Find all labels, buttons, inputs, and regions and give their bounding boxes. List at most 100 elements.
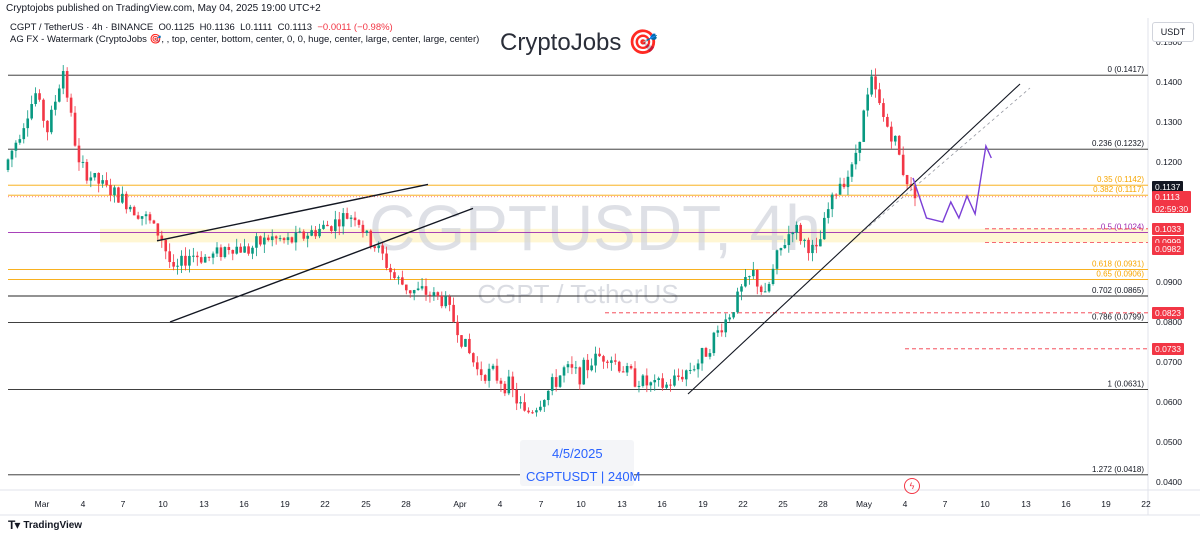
candle-body: [696, 363, 700, 370]
x-tick-label: 22: [738, 499, 748, 509]
candle-body: [456, 321, 459, 336]
candle-body: [223, 247, 227, 258]
candle-body: [412, 290, 416, 294]
candle-body: [73, 112, 77, 146]
fib-level-label: 0.618 (0.0931): [1092, 260, 1144, 269]
candle-body: [128, 206, 132, 210]
candle-body: [740, 286, 743, 292]
x-tick-label: 7: [943, 499, 948, 509]
candle-body: [886, 116, 889, 127]
candle-body: [472, 353, 475, 363]
candle-body: [341, 213, 345, 227]
ohlc-close: C0.1113: [277, 22, 313, 33]
candle-body: [365, 230, 369, 233]
wedge-lower-line: [169, 207, 474, 323]
candle-body: [475, 362, 479, 370]
current-price-tag: 0.1113 02:59:30: [1152, 190, 1192, 214]
candle-body: [274, 236, 278, 239]
candle-body: [598, 353, 601, 357]
symbol-legend: CGPT / TetherUS · 4h · BINANCE O0.1125 H…: [10, 22, 393, 33]
x-tick-label: 16: [657, 499, 667, 509]
x-tick-label: 4: [903, 499, 908, 509]
ohlc-change: −0.0011 (−0.98%): [317, 22, 393, 33]
candle-body: [779, 248, 783, 251]
candle-body: [661, 378, 664, 388]
candle-body: [594, 353, 597, 366]
x-tick-label: 19: [698, 499, 708, 509]
y-tick-label: 0.1500: [1156, 37, 1182, 47]
fib-level-label: 0.5 (0.1024): [1101, 222, 1144, 231]
candle-body: [452, 304, 455, 322]
indicator-legend[interactable]: AG FX - Watermark (CryptoJobs 🎯, , top, …: [10, 34, 480, 45]
candle-body: [160, 235, 164, 240]
fib-level-label: 0.382 (0.1117): [1093, 185, 1144, 194]
projection-path: [912, 143, 992, 223]
candle-body: [724, 319, 728, 333]
candle-body: [290, 237, 294, 243]
candle-body: [334, 219, 337, 231]
candle-body: [491, 365, 495, 369]
candle-body: [874, 76, 877, 90]
candle-body: [897, 135, 901, 155]
watermark-symbol: CGPTUSDT | 240M: [526, 469, 641, 484]
candle-body: [578, 367, 582, 385]
candle-body: [562, 367, 566, 376]
candle-body: [539, 406, 542, 411]
candle-body: [337, 219, 341, 227]
y-tick-label: 0.0400: [1156, 477, 1182, 487]
watermark-big: CGPTUSDT, 4h: [369, 192, 821, 264]
candle-body: [286, 237, 290, 241]
candle-body: [81, 161, 85, 163]
candle-body: [728, 317, 731, 320]
candle-body: [681, 376, 684, 380]
currency-badge[interactable]: USDT: [1152, 22, 1194, 42]
candle-body: [771, 268, 775, 285]
candle-body: [353, 217, 357, 221]
candle-body: [420, 286, 424, 289]
countdown-label: 02:59:30: [1155, 203, 1189, 214]
lightning-icon[interactable]: ϟ: [904, 478, 920, 494]
candle-body: [870, 76, 873, 95]
candle-body: [799, 224, 802, 241]
candle-body: [42, 99, 45, 121]
y-tick-label: 0.0600: [1156, 397, 1182, 407]
candle-body: [586, 359, 589, 371]
fib-level-label: 1.272 (0.0418): [1092, 465, 1144, 474]
candle-body: [61, 71, 65, 89]
candle-body: [397, 277, 400, 279]
candle-body: [195, 255, 199, 258]
candle-body: [97, 173, 100, 184]
candle-body: [866, 94, 869, 111]
tradingview-logo[interactable]: T▾ TradingView: [8, 518, 82, 532]
y-tick-label: 0.0800: [1156, 317, 1182, 327]
candle-body: [787, 234, 791, 246]
candle-body: [38, 93, 41, 100]
candle-body: [846, 176, 850, 188]
x-tick-label: 4: [81, 499, 86, 509]
candle-body: [830, 194, 834, 210]
candle-body: [854, 152, 858, 165]
candle-body: [34, 93, 37, 105]
candle-body: [574, 367, 578, 369]
candle-body: [176, 265, 179, 267]
watermark-date: 4/5/2025: [552, 446, 603, 461]
fib-level-label: 1 (0.0631): [1108, 380, 1145, 389]
candle-body: [752, 269, 755, 277]
candle-body: [487, 368, 491, 381]
tv-logo-icon: T▾: [8, 518, 20, 532]
candle-body: [393, 272, 396, 279]
prev-close-tag: 0.1137: [1152, 181, 1184, 194]
candle-body: [838, 183, 842, 195]
x-tick-label: 10: [980, 499, 990, 509]
y-tick-label: 0.1400: [1156, 77, 1182, 87]
candle-body: [700, 347, 704, 364]
candle-body: [369, 230, 373, 247]
candle-body: [673, 375, 676, 386]
y-tick-label: 0.1300: [1156, 117, 1182, 127]
candle-body: [259, 236, 262, 245]
candle-body: [677, 375, 680, 377]
candle-body: [629, 366, 633, 369]
x-tick-label: 22: [1141, 499, 1151, 509]
candle-body: [834, 194, 838, 196]
